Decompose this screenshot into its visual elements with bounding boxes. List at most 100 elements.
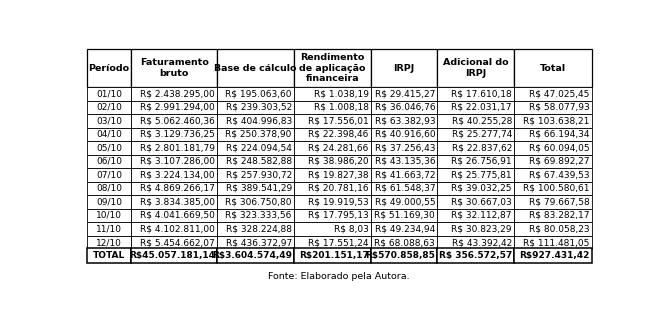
Text: R$ 436.372,97: R$ 436.372,97 [226, 238, 292, 247]
Text: R$ 323.333,56: R$ 323.333,56 [226, 211, 292, 220]
Text: R$ 250.378,90: R$ 250.378,90 [226, 130, 292, 139]
Bar [514, 87, 592, 100]
Text: 04/10: 04/10 [96, 130, 122, 139]
Text: 01/10: 01/10 [96, 89, 122, 98]
Bar [514, 182, 592, 195]
Text: R$ 20.781,16: R$ 20.781,16 [308, 184, 369, 193]
Bar [87, 236, 131, 249]
Bar [131, 182, 217, 195]
Text: R$3.604.574,49: R$3.604.574,49 [212, 251, 292, 260]
Bar [371, 87, 437, 100]
Bar [87, 114, 131, 128]
Bar [371, 236, 437, 249]
Bar [437, 209, 514, 222]
Bar [217, 87, 294, 100]
Bar [437, 222, 514, 236]
Bar [514, 114, 592, 128]
Bar [514, 248, 592, 263]
Bar [371, 209, 437, 222]
Text: R$ 80.058,23: R$ 80.058,23 [529, 225, 590, 234]
Text: R$ 25.277,74: R$ 25.277,74 [451, 130, 512, 139]
Text: R$ 17.556,01: R$ 17.556,01 [308, 116, 369, 125]
Text: R$927.431,42: R$927.431,42 [519, 251, 590, 260]
Bar [437, 155, 514, 168]
Text: R$ 68.088,63: R$ 68.088,63 [375, 238, 435, 247]
Text: R$ 24.281,66: R$ 24.281,66 [308, 143, 369, 152]
Bar [514, 236, 592, 249]
Bar [131, 155, 217, 168]
Text: R$ 195.063,60: R$ 195.063,60 [225, 89, 292, 98]
Text: R$ 60.094,05: R$ 60.094,05 [529, 143, 590, 152]
Text: 11/10: 11/10 [96, 225, 122, 234]
Bar [87, 182, 131, 195]
Text: R$201.151,17: R$201.151,17 [299, 251, 369, 260]
Text: R$ 22.031,17: R$ 22.031,17 [451, 103, 512, 112]
Bar [217, 222, 294, 236]
Bar [131, 209, 217, 222]
Bar [371, 155, 437, 168]
Bar [87, 141, 131, 155]
Bar [217, 248, 294, 263]
Text: R$ 2.801.181,79: R$ 2.801.181,79 [140, 143, 215, 152]
Text: R$ 257.930,72: R$ 257.930,72 [226, 171, 292, 180]
Text: R$ 17.551,24: R$ 17.551,24 [308, 238, 369, 247]
Text: 07/10: 07/10 [96, 171, 122, 180]
Bar [217, 100, 294, 114]
Bar [437, 236, 514, 249]
Text: 05/10: 05/10 [96, 143, 122, 152]
Bar [371, 248, 437, 263]
Bar [514, 155, 592, 168]
Bar [87, 155, 131, 168]
Bar [131, 50, 217, 87]
Bar [294, 182, 371, 195]
Bar [294, 50, 371, 87]
Bar [131, 87, 217, 100]
Text: R$ 67.439,53: R$ 67.439,53 [529, 171, 590, 180]
Bar [371, 195, 437, 209]
Bar [514, 195, 592, 209]
Bar [371, 114, 437, 128]
Text: R$ 2.438.295,00: R$ 2.438.295,00 [140, 89, 215, 98]
Bar [131, 236, 217, 249]
Bar [294, 222, 371, 236]
Bar [514, 222, 592, 236]
Text: R$ 25.775,81: R$ 25.775,81 [451, 171, 512, 180]
Text: R$ 356.572,57: R$ 356.572,57 [439, 251, 512, 260]
Bar [294, 128, 371, 141]
Text: R$ 79.667,58: R$ 79.667,58 [529, 197, 590, 206]
Bar [294, 195, 371, 209]
Text: R$ 389.541,29: R$ 389.541,29 [226, 184, 292, 193]
Text: R$ 38.986,20: R$ 38.986,20 [308, 157, 369, 166]
Text: TOTAL: TOTAL [93, 251, 125, 260]
Text: R$ 58.077,93: R$ 58.077,93 [529, 103, 590, 112]
Text: R$ 306.750,80: R$ 306.750,80 [225, 197, 292, 206]
Text: R$ 43.392,42: R$ 43.392,42 [451, 238, 512, 247]
Bar [87, 195, 131, 209]
Bar [87, 209, 131, 222]
Text: R$ 26.756,91: R$ 26.756,91 [451, 157, 512, 166]
Text: R$ 248.582,88: R$ 248.582,88 [226, 157, 292, 166]
Bar [437, 128, 514, 141]
Bar [87, 100, 131, 114]
Text: R$ 63.382,93: R$ 63.382,93 [375, 116, 435, 125]
Bar [87, 87, 131, 100]
Text: R$ 30.667,03: R$ 30.667,03 [451, 197, 512, 206]
Bar [437, 50, 514, 87]
Text: R$ 103.638,21: R$ 103.638,21 [523, 116, 590, 125]
Text: R$ 22.837,62: R$ 22.837,62 [451, 143, 512, 152]
Bar [294, 168, 371, 182]
Bar [131, 248, 217, 263]
Bar [217, 209, 294, 222]
Bar [437, 141, 514, 155]
Bar [371, 168, 437, 182]
Text: R$ 3.834.385,00: R$ 3.834.385,00 [140, 197, 215, 206]
Bar [217, 195, 294, 209]
Bar [371, 182, 437, 195]
Bar [514, 100, 592, 114]
Bar [437, 195, 514, 209]
Text: Total: Total [540, 64, 566, 73]
Bar [371, 141, 437, 155]
Text: R$ 39.032,25: R$ 39.032,25 [451, 184, 512, 193]
Bar [514, 128, 592, 141]
Bar [131, 222, 217, 236]
